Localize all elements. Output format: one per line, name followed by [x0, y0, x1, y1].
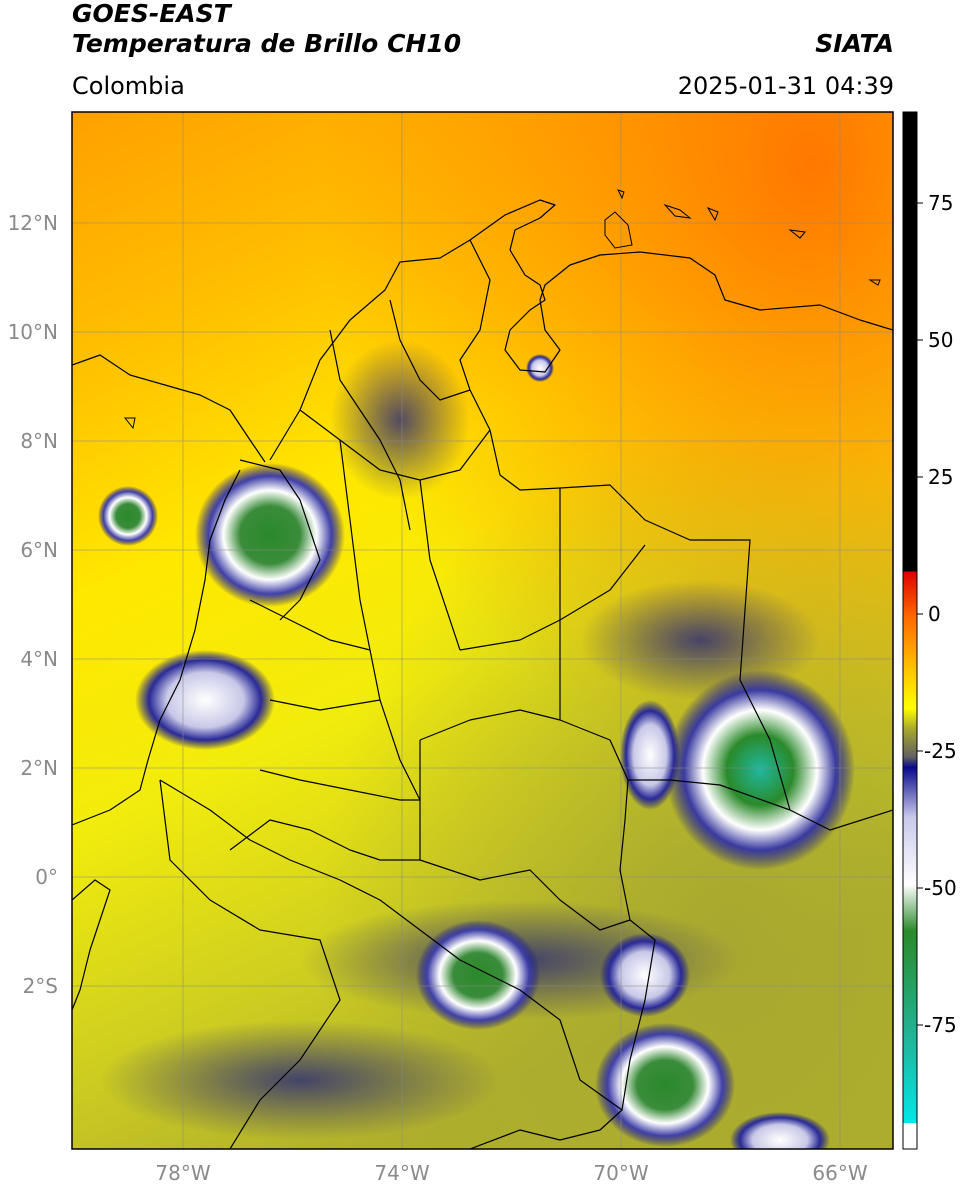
lat-label: 10°N [8, 320, 58, 344]
cloud-cell [195, 463, 345, 607]
lon-label: 78°W [155, 1161, 210, 1185]
colorbar [902, 111, 918, 1150]
colorbar-tick-label: 50 [928, 328, 953, 352]
cloud-cell [135, 650, 275, 750]
lat-label: 0° [35, 865, 58, 889]
brightness-temperature-field [72, 112, 893, 1149]
colorbar-tick-label: -50 [924, 876, 957, 900]
lat-label: 12°N [8, 211, 58, 235]
cloud-cell [98, 486, 158, 546]
colorbar-labels: 75 50 25 0 -25 -50 -75 [924, 191, 957, 1037]
product-title: Temperatura de Brillo CH10 [72, 29, 462, 58]
cloud-cell [600, 933, 690, 1017]
cloud-cell [730, 1112, 830, 1149]
cloud-cell [665, 670, 855, 870]
colorbar-tick-label: -25 [924, 739, 957, 763]
cloud-cell [416, 920, 540, 1030]
colorbar-tick-label: -75 [924, 1013, 957, 1037]
lat-label: 2°N [20, 756, 58, 780]
lon-label: 66°W [812, 1161, 867, 1185]
longitude-labels: 78°W 74°W 70°W 66°W [155, 1161, 867, 1185]
satellite-title: GOES-EAST [72, 0, 231, 28]
lat-label: 4°N [20, 647, 58, 671]
agency-label: SIATA [815, 29, 894, 58]
lon-label: 74°W [374, 1161, 429, 1185]
colorbar-ticks [917, 202, 923, 1026]
islands [123, 189, 881, 430]
graticule [72, 112, 893, 1149]
colorbar-tick-label: 0 [928, 602, 941, 626]
latitude-labels: 12°N 10°N 8°N 6°N 4°N 2°N 0° 2°S [8, 211, 58, 998]
lon-label: 70°W [593, 1161, 648, 1185]
colorbar-tick-label: 75 [928, 191, 953, 215]
region-label: Colombia [72, 72, 185, 100]
lat-label: 6°N [20, 538, 58, 562]
cloud-cell [620, 700, 680, 810]
colorbar-tick-label: 25 [928, 465, 953, 489]
map-frame [71, 111, 894, 1150]
datetime-label: 2025-01-31 04:39 [677, 72, 894, 100]
cloud-cell [595, 1023, 735, 1147]
borders [72, 199, 893, 1149]
cloud-cell [526, 354, 554, 382]
lat-label: 2°S [23, 974, 58, 998]
lat-label: 8°N [20, 429, 58, 453]
